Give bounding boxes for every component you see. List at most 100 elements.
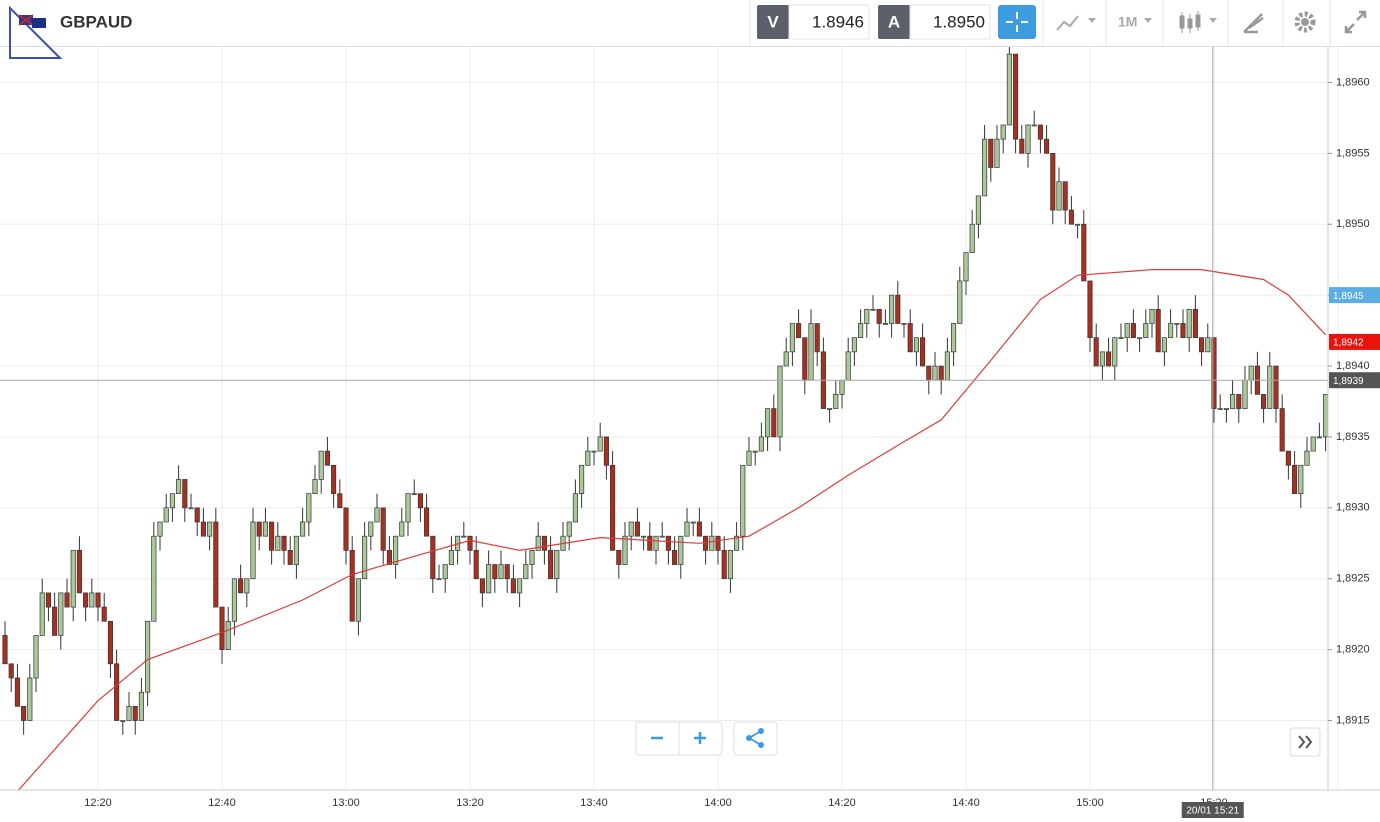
x-tick-label: 13:00: [332, 797, 360, 809]
candle-body: [83, 592, 89, 608]
candle-body: [64, 592, 70, 608]
candle-body: [182, 479, 188, 509]
candle-body: [411, 493, 417, 496]
draw-icon[interactable]: [1243, 13, 1264, 34]
bid-label-bg[interactable]: [757, 5, 789, 39]
candle-body: [95, 592, 101, 608]
dropdown[interactable]: [1209, 18, 1217, 23]
ask[interactable]: 1.8950: [933, 12, 985, 31]
y-tick-label: 1,8950: [1336, 218, 1370, 230]
candle-body: [498, 564, 504, 580]
candle-body: [256, 521, 262, 537]
candle-body: [1006, 53, 1012, 126]
candle-body: [244, 578, 250, 594]
candle-body: [746, 450, 752, 466]
dropdown[interactable]: [1088, 18, 1096, 23]
share-button[interactable]: [733, 721, 778, 756]
candle-body: [393, 535, 399, 565]
candle-body: [951, 323, 957, 353]
candle-body: [238, 578, 244, 594]
candle-body: [1192, 308, 1198, 339]
time-labels: 12:20 12:40 13:00 13:20 13:40 14:00 14:20 14:40…: [84, 797, 1227, 809]
candle-body: [1298, 464, 1304, 495]
candle-body: [1099, 351, 1105, 367]
dropdown[interactable]: [1144, 18, 1152, 23]
candle-body: [579, 464, 585, 495]
candle-body: [889, 294, 895, 324]
logo: [9, 5, 63, 59]
candle-body: [858, 323, 864, 339]
candle-body: [293, 535, 299, 565]
axes: 1,8915 1,8920 1,8925 1,8930 1,8935 1,8940 1,89…: [0, 47, 1380, 791]
candle-body: [610, 464, 616, 551]
candle-body: [1093, 337, 1099, 367]
candle-body: [89, 592, 95, 608]
candle-body: [808, 323, 814, 381]
header-bg: [0, 0, 1380, 46]
candle-body: [200, 521, 206, 537]
candle-body: [231, 578, 237, 622]
candle-body: [1174, 323, 1180, 325]
candle-body: [176, 479, 182, 495]
candle-body: [678, 535, 684, 565]
candle-body: [541, 535, 547, 551]
candle-body: [771, 408, 777, 438]
candle-body: [70, 550, 76, 608]
candle-body: [188, 507, 194, 510]
candle-body: [1223, 408, 1229, 410]
candle-body: [957, 280, 963, 324]
x-tick-label: 14:40: [952, 797, 980, 809]
y-tick-label: 1,8960: [1336, 76, 1370, 88]
candle-body: [58, 592, 64, 636]
settings-icon[interactable]: [1294, 11, 1316, 33]
ask-bg[interactable]: [909, 4, 991, 40]
crosshair-button[interactable]: [998, 5, 1036, 39]
candle-body: [982, 138, 988, 197]
candle-body: [33, 635, 39, 679]
time-badge: [1181, 802, 1244, 818]
candle-body: [703, 535, 709, 551]
flag-cross: [18, 14, 34, 26]
ask-label[interactable]: A: [888, 12, 900, 31]
bid-bg[interactable]: [788, 4, 870, 40]
candle-body: [138, 691, 144, 721]
candle-body: [1081, 223, 1087, 282]
candle-body: [1031, 124, 1037, 127]
y-tick-label: 1,8935: [1336, 431, 1370, 443]
candle-body: [262, 521, 268, 537]
candle-body: [622, 535, 628, 565]
ask-label-bg[interactable]: [878, 5, 910, 39]
badges: 1,8945 1,8942 1,8939 20/01 15:21: [1181, 287, 1380, 818]
candle-body: [1106, 351, 1112, 367]
candle-body: [1186, 308, 1192, 339]
candle-body: [1230, 394, 1236, 409]
chart-type-icon[interactable]: [1056, 15, 1079, 31]
zoom-in[interactable]: [694, 732, 706, 744]
bid-label[interactable]: V: [767, 12, 779, 31]
timeframe[interactable]: 1M: [1118, 14, 1137, 30]
candle-body: [219, 606, 225, 650]
fullscreen-icon[interactable]: [1344, 10, 1367, 34]
candle-body: [734, 535, 740, 551]
candle-body: [548, 550, 554, 580]
candle-body: [1316, 436, 1322, 439]
candle-body: [833, 394, 839, 409]
candle-body: [114, 663, 120, 721]
candle-body: [8, 663, 14, 679]
y-tick-label: 1,8925: [1336, 573, 1370, 585]
grid: [0, 47, 1339, 790]
candle-body: [1279, 408, 1285, 452]
y-tick-label: 1,8920: [1336, 644, 1370, 656]
x-tick-label: 15:00: [1076, 797, 1104, 809]
candle-body: [696, 521, 702, 537]
candle-icon[interactable]: [1179, 11, 1201, 33]
candle-body: [424, 507, 430, 537]
candle-body: [988, 138, 994, 168]
candle-body: [603, 436, 609, 466]
candle-body: [151, 535, 157, 622]
bid[interactable]: 1.8946: [812, 12, 864, 31]
candle-body: [510, 578, 516, 594]
candle-body: [1050, 152, 1056, 211]
y-tick-label: 1,8915: [1336, 714, 1370, 726]
candle-body: [920, 337, 926, 367]
